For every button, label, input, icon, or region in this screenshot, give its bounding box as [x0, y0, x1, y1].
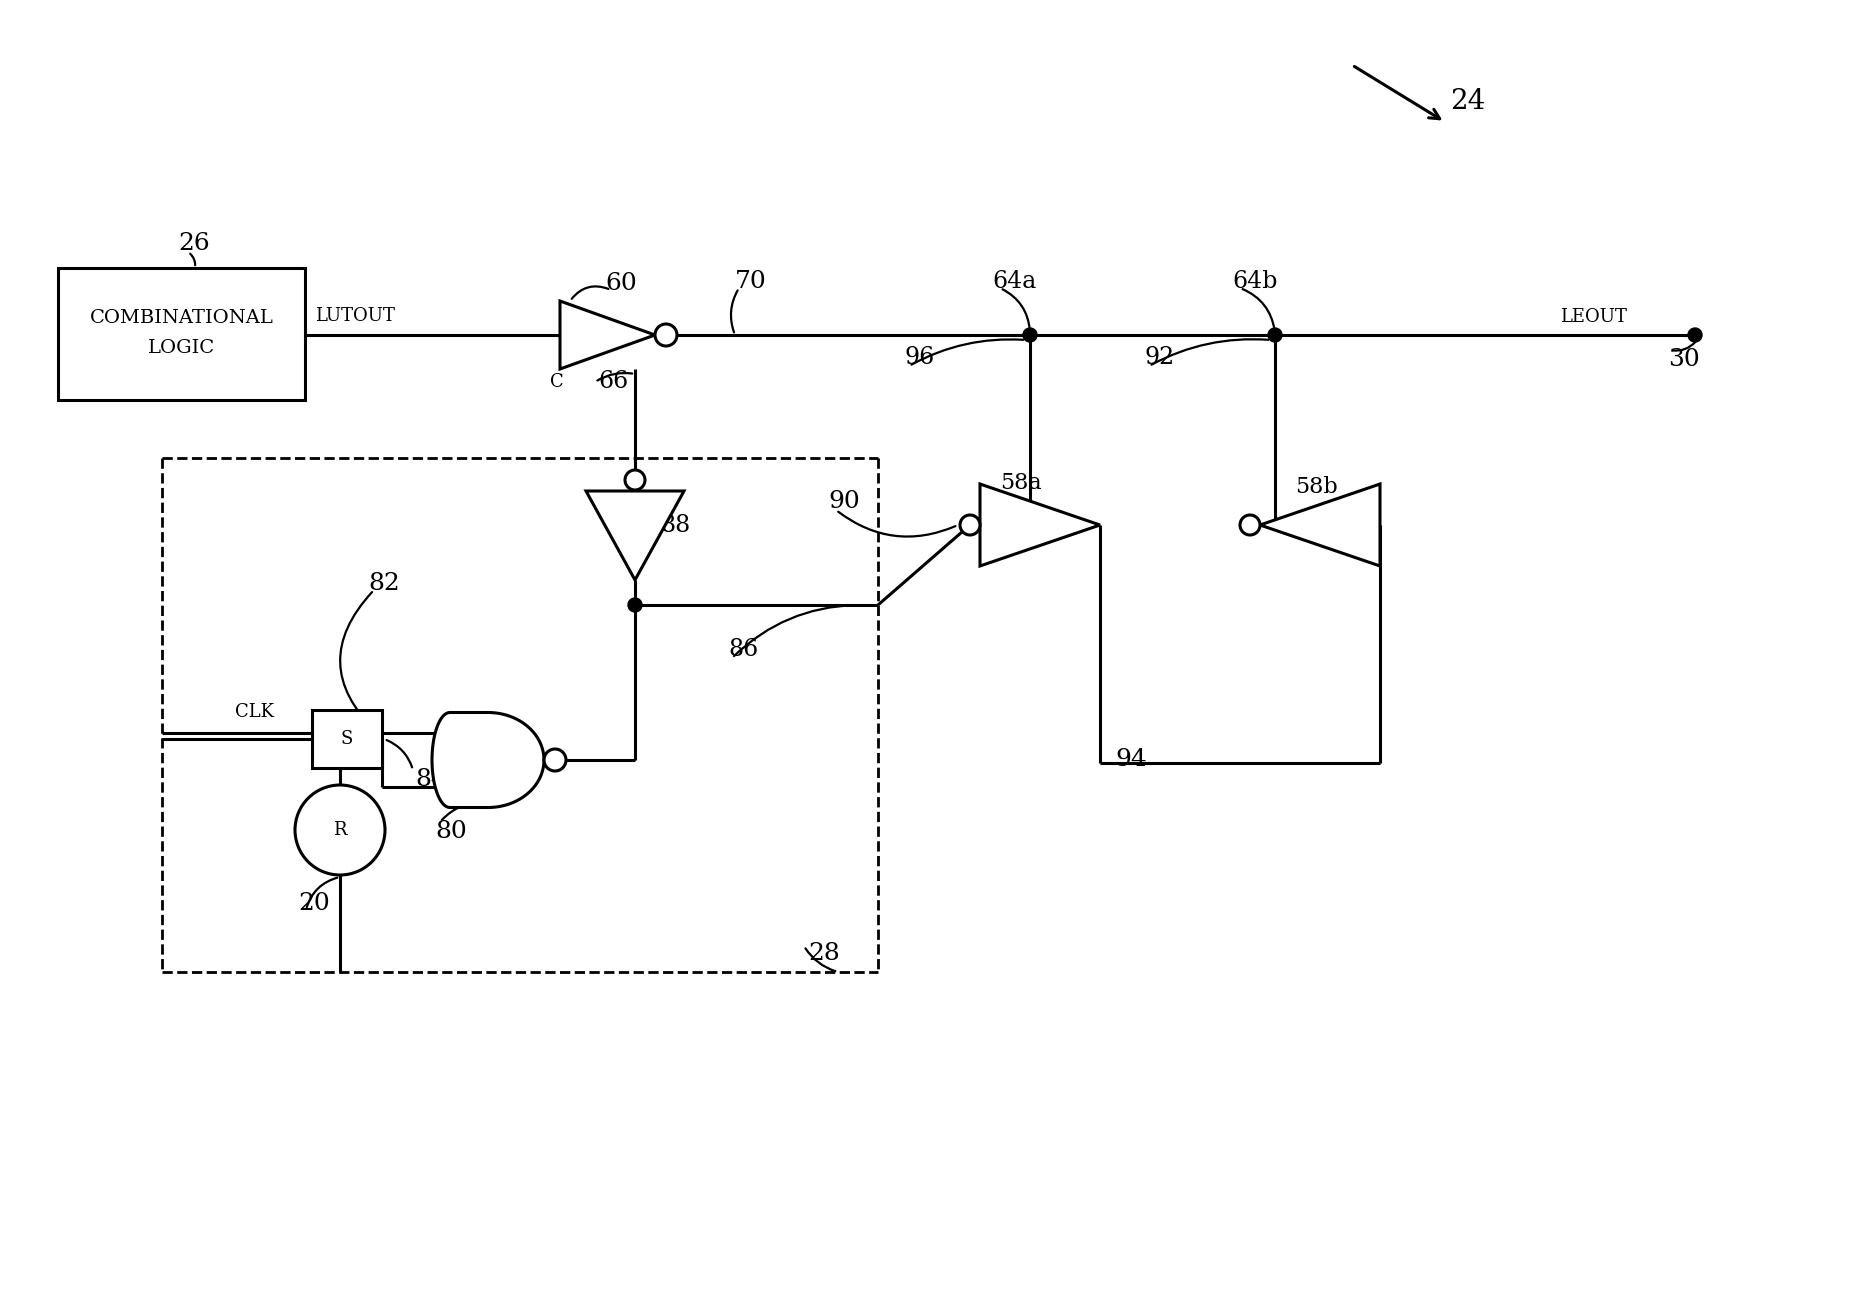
Text: 96: 96	[906, 347, 935, 369]
Text: 90: 90	[828, 491, 859, 514]
Text: LEOUT: LEOUT	[1559, 308, 1626, 326]
Text: R: R	[333, 821, 346, 839]
Text: 60: 60	[606, 272, 637, 295]
Polygon shape	[1259, 484, 1380, 566]
Polygon shape	[585, 491, 683, 580]
Polygon shape	[980, 484, 1100, 566]
Circle shape	[1269, 328, 1282, 342]
Text: 28: 28	[807, 941, 839, 965]
Text: 64a: 64a	[993, 269, 1037, 293]
Circle shape	[656, 324, 678, 346]
FancyBboxPatch shape	[311, 710, 382, 768]
Text: 66: 66	[598, 370, 628, 394]
Circle shape	[624, 470, 644, 490]
Text: C: C	[550, 373, 563, 391]
FancyBboxPatch shape	[57, 268, 306, 400]
Text: LOGIC: LOGIC	[148, 339, 215, 357]
Circle shape	[1687, 328, 1702, 342]
Circle shape	[959, 515, 980, 535]
Circle shape	[294, 785, 385, 875]
Text: 58b: 58b	[1295, 477, 1337, 499]
Circle shape	[1241, 515, 1259, 535]
Text: 80: 80	[435, 820, 467, 843]
Circle shape	[628, 598, 643, 613]
Text: 20: 20	[298, 892, 330, 916]
Circle shape	[544, 749, 567, 771]
Text: 24: 24	[1450, 88, 1485, 115]
Text: 70: 70	[735, 269, 767, 293]
Text: 86: 86	[728, 638, 757, 662]
Text: 30: 30	[1669, 348, 1700, 370]
Text: COMBINATIONAL: COMBINATIONAL	[89, 310, 274, 328]
Text: 84: 84	[415, 768, 446, 791]
Text: 88: 88	[659, 514, 691, 537]
Text: 82: 82	[369, 572, 400, 594]
Polygon shape	[432, 712, 544, 808]
Text: 94: 94	[1115, 749, 1146, 771]
Polygon shape	[559, 300, 656, 369]
Text: CLK: CLK	[235, 703, 274, 721]
Text: S: S	[341, 730, 354, 749]
Text: 64b: 64b	[1232, 269, 1278, 293]
Text: 26: 26	[178, 232, 209, 255]
Text: 58a: 58a	[1000, 471, 1041, 493]
Text: 92: 92	[1145, 347, 1176, 369]
Text: LUTOUT: LUTOUT	[315, 307, 394, 325]
Circle shape	[1022, 328, 1037, 342]
